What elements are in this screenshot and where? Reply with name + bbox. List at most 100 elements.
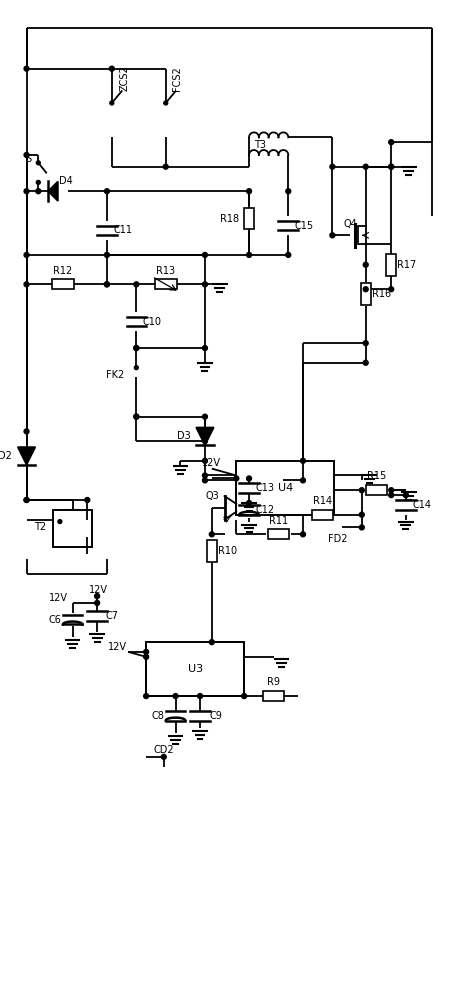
Text: C6: C6	[49, 615, 61, 625]
Text: C13: C13	[255, 483, 274, 493]
Circle shape	[134, 366, 138, 370]
Bar	[207, 540, 217, 562]
Circle shape	[247, 476, 252, 481]
Circle shape	[359, 512, 364, 517]
Circle shape	[110, 101, 114, 105]
Circle shape	[404, 493, 408, 498]
Text: C12: C12	[255, 505, 274, 515]
Text: R16: R16	[372, 289, 391, 299]
Circle shape	[202, 414, 207, 419]
Text: U4: U4	[278, 483, 293, 493]
Circle shape	[202, 439, 207, 444]
Circle shape	[209, 640, 214, 645]
Circle shape	[36, 189, 41, 194]
Polygon shape	[18, 447, 35, 465]
Circle shape	[202, 282, 207, 287]
Circle shape	[202, 458, 207, 463]
Text: C10: C10	[143, 317, 161, 327]
Circle shape	[202, 252, 207, 257]
Bar	[236, 461, 334, 515]
Circle shape	[37, 161, 40, 165]
Text: CD2: CD2	[153, 745, 174, 755]
Text: 12V: 12V	[202, 458, 221, 468]
Bar	[312, 510, 333, 520]
Text: 12V: 12V	[107, 642, 127, 652]
Circle shape	[134, 414, 139, 419]
Circle shape	[161, 754, 166, 759]
Text: T2: T2	[34, 522, 46, 532]
Circle shape	[330, 164, 335, 169]
Text: 12V: 12V	[49, 593, 68, 603]
Circle shape	[24, 282, 29, 287]
Text: FK2: FK2	[106, 370, 124, 380]
Circle shape	[300, 458, 305, 463]
Circle shape	[95, 600, 100, 605]
Text: R10: R10	[218, 546, 237, 556]
Circle shape	[389, 287, 394, 292]
Circle shape	[95, 594, 100, 599]
Circle shape	[134, 414, 139, 419]
Text: R9: R9	[267, 677, 280, 687]
Circle shape	[85, 498, 90, 502]
Text: FCS2: FCS2	[172, 66, 183, 91]
Text: 12V: 12V	[89, 585, 108, 595]
Circle shape	[173, 694, 178, 699]
Circle shape	[242, 694, 247, 699]
Circle shape	[105, 282, 110, 287]
Circle shape	[37, 180, 40, 184]
Circle shape	[234, 476, 239, 481]
Circle shape	[363, 287, 368, 292]
Bar	[146, 642, 244, 696]
Bar	[366, 485, 387, 495]
Text: D2: D2	[0, 451, 12, 461]
Circle shape	[247, 500, 252, 505]
Text: S: S	[25, 154, 32, 164]
Bar	[53, 510, 92, 547]
Text: R14: R14	[313, 496, 332, 506]
Circle shape	[24, 66, 29, 71]
Circle shape	[24, 252, 29, 257]
Circle shape	[144, 694, 148, 699]
Bar	[361, 283, 371, 305]
Text: R17: R17	[397, 260, 417, 270]
Circle shape	[359, 525, 364, 530]
Circle shape	[363, 341, 368, 346]
Text: C7: C7	[106, 611, 118, 621]
Circle shape	[202, 473, 207, 478]
Circle shape	[286, 252, 291, 257]
Circle shape	[363, 360, 368, 365]
Circle shape	[24, 429, 29, 434]
Circle shape	[330, 233, 335, 238]
Circle shape	[105, 252, 110, 257]
Text: C8: C8	[152, 711, 164, 721]
Text: Q3: Q3	[206, 491, 220, 501]
Text: C11: C11	[113, 225, 132, 235]
Text: FD2: FD2	[327, 534, 347, 544]
Text: C14: C14	[412, 500, 431, 510]
Circle shape	[163, 164, 168, 169]
Circle shape	[247, 189, 252, 194]
Circle shape	[389, 164, 394, 169]
Text: T3: T3	[254, 140, 266, 150]
Circle shape	[202, 346, 207, 351]
Circle shape	[202, 478, 207, 483]
Text: ZCS2: ZCS2	[120, 66, 129, 91]
Circle shape	[359, 488, 364, 493]
Bar	[244, 208, 254, 229]
Polygon shape	[48, 181, 58, 201]
Bar	[268, 529, 289, 539]
Text: R11: R11	[269, 516, 288, 526]
Circle shape	[134, 282, 139, 287]
Circle shape	[58, 520, 62, 524]
Text: R13: R13	[156, 266, 175, 276]
Circle shape	[105, 189, 110, 194]
Circle shape	[24, 189, 29, 194]
Circle shape	[144, 654, 148, 659]
Circle shape	[24, 498, 29, 502]
Text: U3: U3	[188, 664, 202, 674]
Circle shape	[389, 488, 394, 493]
Bar	[155, 279, 176, 289]
Circle shape	[389, 164, 394, 169]
Circle shape	[134, 346, 139, 351]
Circle shape	[389, 140, 394, 145]
